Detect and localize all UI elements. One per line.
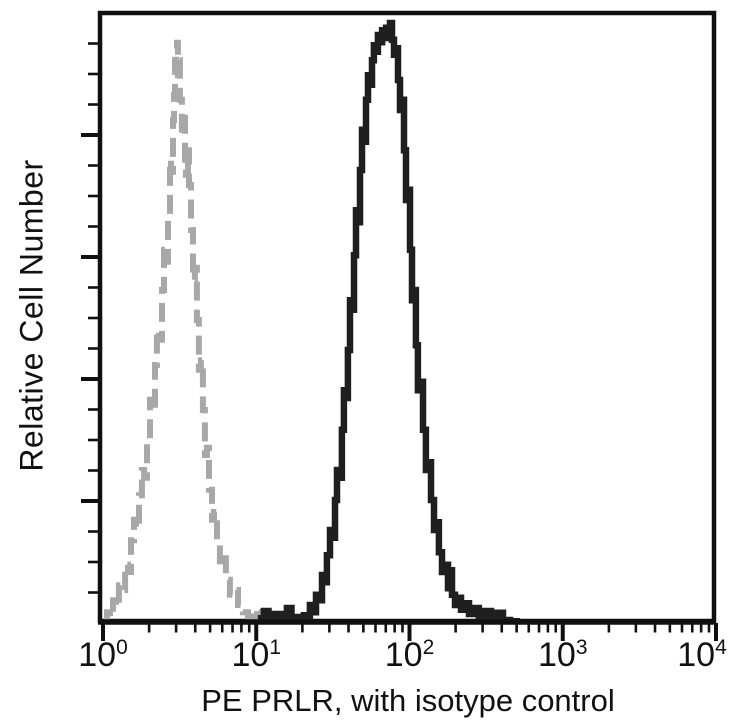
series-curve-pe-prlr xyxy=(257,19,521,625)
y-axis-label: Relative Cell Number xyxy=(13,159,50,472)
x-tick-label-10e4: 104 xyxy=(677,636,727,674)
x-axis-title: PE PRLR, with isotype control xyxy=(201,683,615,718)
x-tick-label-10e2: 102 xyxy=(384,636,435,674)
x-axis-tick-labels: 100 101 102 103 104 xyxy=(0,636,750,678)
x-tick-label-10e0: 100 xyxy=(78,636,128,674)
series-curve-isotype-control xyxy=(104,39,273,625)
x-tick-label-10e3: 103 xyxy=(537,636,588,674)
x-tick-label-10e1: 101 xyxy=(231,636,281,674)
